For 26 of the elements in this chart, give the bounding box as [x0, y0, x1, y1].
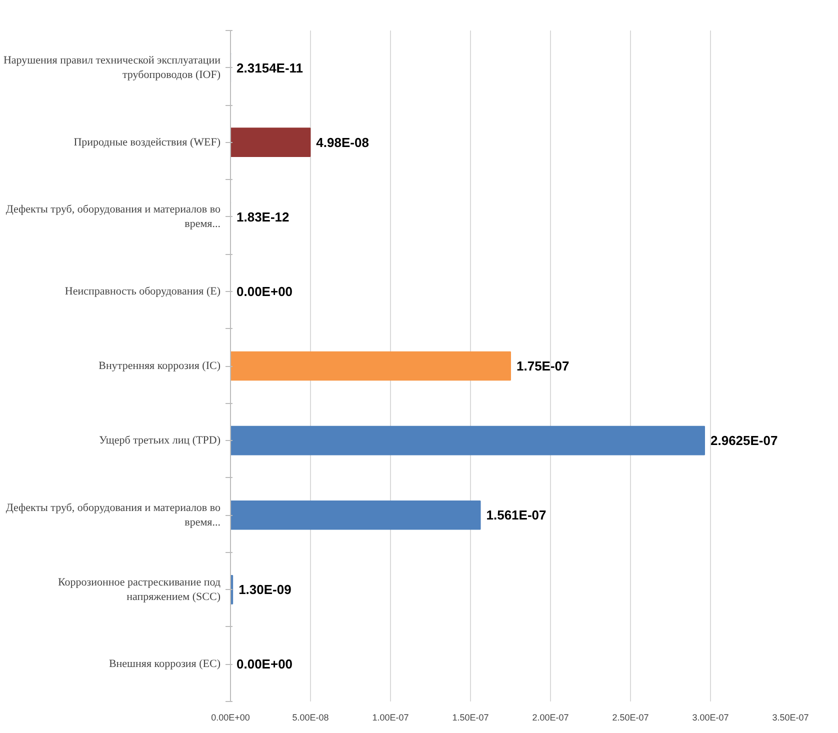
data-label: 0.00E+00 [236, 656, 293, 672]
x-tick-label: 3.50E-07 [772, 712, 809, 722]
x-tick-label: 0.00E+00 [211, 712, 250, 722]
x-tick-label: 1.00E-07 [372, 712, 409, 722]
data-label: 2.3154E-11 [236, 60, 304, 76]
x-tick-label: 2.50E-07 [612, 712, 649, 722]
data-label: 2.9625E-07 [710, 433, 778, 448]
y-tick-label: Дефекты труб, оборудования и материалов во время... [6, 204, 221, 230]
y-tick-label: Неисправность оборудования (E) [64, 285, 221, 298]
data-label: 1.30E-09 [238, 582, 292, 598]
y-tick-label: Ущерб третьих лиц (TPD) [99, 434, 221, 447]
y-tick-label: Внешняя коррозия (EC) [108, 658, 221, 670]
x-tick-label: 1.50E-07 [452, 712, 489, 722]
data-label: 1.83E-12 [236, 209, 290, 224]
x-tick-label: 5.00E-08 [292, 712, 329, 722]
y-tick-label: Коррозионное растрескивание под напряжением (SCC) [58, 576, 221, 603]
data-label: 4.98E-08 [316, 134, 369, 150]
data-label: 1.561E-07 [486, 508, 546, 523]
y-tick-label: Природные воздействия (WEF) [74, 136, 221, 148]
y-tick-label: Дефекты труб, оборудования и материалов во время... [6, 502, 221, 528]
x-tick-label: 2.00E-07 [532, 712, 569, 722]
y-tick-label: Нарушения правил технической эксплуатации трубопроводов (IOF) [3, 54, 221, 81]
data-label: 0.00E+00 [236, 284, 293, 299]
data-label: 1.75E-07 [516, 358, 570, 374]
x-tick-label: 3.00E-07 [692, 712, 729, 722]
y-tick-label: Внутренняя коррозия (IC) [98, 360, 221, 372]
